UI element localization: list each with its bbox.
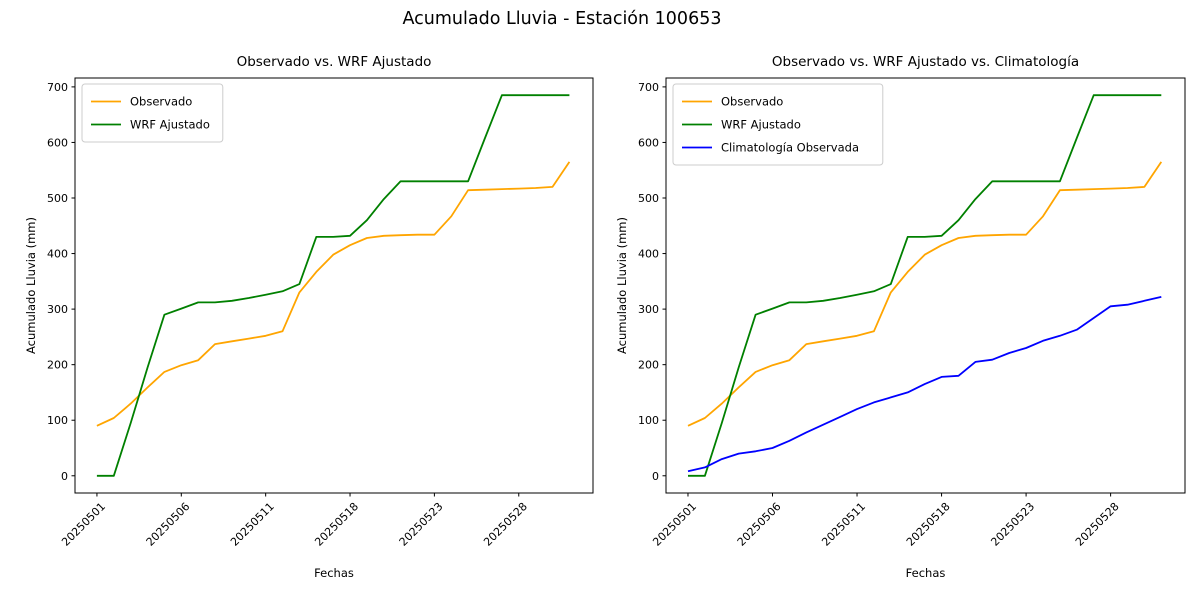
plot-border (74, 77, 594, 494)
x-tick-label: 20250523 (988, 500, 1037, 549)
y-tick-label: 100 (47, 414, 68, 427)
x-tick-label: 20250506 (144, 500, 193, 549)
y-tick-label: 100 (638, 414, 659, 427)
legend: Observado WRF Ajustado Climatología Observ… (672, 83, 884, 166)
legend-label-climatologia-observada: Climatología Observada (721, 141, 859, 155)
plot-border (665, 77, 1186, 494)
right-subplot: Observado vs. WRF Ajustado vs. Climatolo… (615, 54, 1186, 580)
series-line-wrf-ajustado (96, 94, 570, 477)
series-line-climatologia-observada (687, 296, 1162, 473)
x-tick-label: 20250518 (904, 500, 953, 549)
x-tick-label: 20250506 (735, 500, 784, 549)
x-tick-label: 20250523 (397, 500, 446, 549)
legend-label-wrf-ajustado: WRF Ajustado (130, 118, 210, 132)
subplot-title: Observado vs. WRF Ajustado (237, 54, 432, 70)
y-tick-label: 200 (47, 359, 68, 372)
y-tick-label: 600 (47, 136, 68, 149)
x-tick-label: 20250501 (650, 500, 699, 549)
y-tick-label: 500 (638, 192, 659, 205)
legend-label-observado: Observado (721, 95, 783, 109)
figure-title: Acumulado Lluvia - Estación 100653 (402, 9, 722, 29)
left-subplot: Observado vs. WRF Ajustado 0 100 200 300 400 5… (24, 54, 594, 580)
y-tick-label: 400 (47, 248, 68, 261)
x-tick-label: 20250528 (481, 500, 530, 549)
y-tick-label: 200 (638, 359, 659, 372)
y-tick-label: 0 (652, 470, 659, 483)
x-tick-label: 20250511 (819, 500, 868, 549)
x-axis-label: Fechas (906, 566, 946, 580)
y-tick-label: 500 (47, 192, 68, 205)
x-tick-label: 20250528 (1073, 500, 1122, 549)
y-tick-label: 0 (61, 470, 68, 483)
series-line-observado (687, 161, 1163, 427)
y-tick-label: 600 (638, 136, 659, 149)
x-tick-label: 20250501 (59, 500, 108, 549)
y-axis-label: Acumulado Lluvia (mm) (615, 217, 629, 354)
y-tick-label: 700 (47, 81, 68, 94)
y-axis-label: Acumulado Lluvia (mm) (24, 217, 38, 354)
legend-label-observado: Observado (130, 95, 192, 109)
series-line-observado (96, 161, 571, 427)
subplot-title: Observado vs. WRF Ajustado vs. Climatolo… (772, 54, 1079, 70)
x-tick-label: 20250518 (312, 500, 361, 549)
legend-box (672, 83, 884, 166)
legend-label-wrf-ajustado: WRF Ajustado (721, 118, 801, 132)
legend-box (81, 83, 224, 143)
y-tick-label: 300 (638, 303, 659, 316)
legend: Observado WRF Ajustado (81, 83, 224, 143)
y-tick-label: 700 (638, 81, 659, 94)
y-tick-label: 400 (638, 248, 659, 261)
x-tick-label: 20250511 (228, 500, 277, 549)
x-axis-label: Fechas (314, 566, 354, 580)
y-tick-label: 300 (47, 303, 68, 316)
series-line-wrf-ajustado (688, 94, 1162, 477)
